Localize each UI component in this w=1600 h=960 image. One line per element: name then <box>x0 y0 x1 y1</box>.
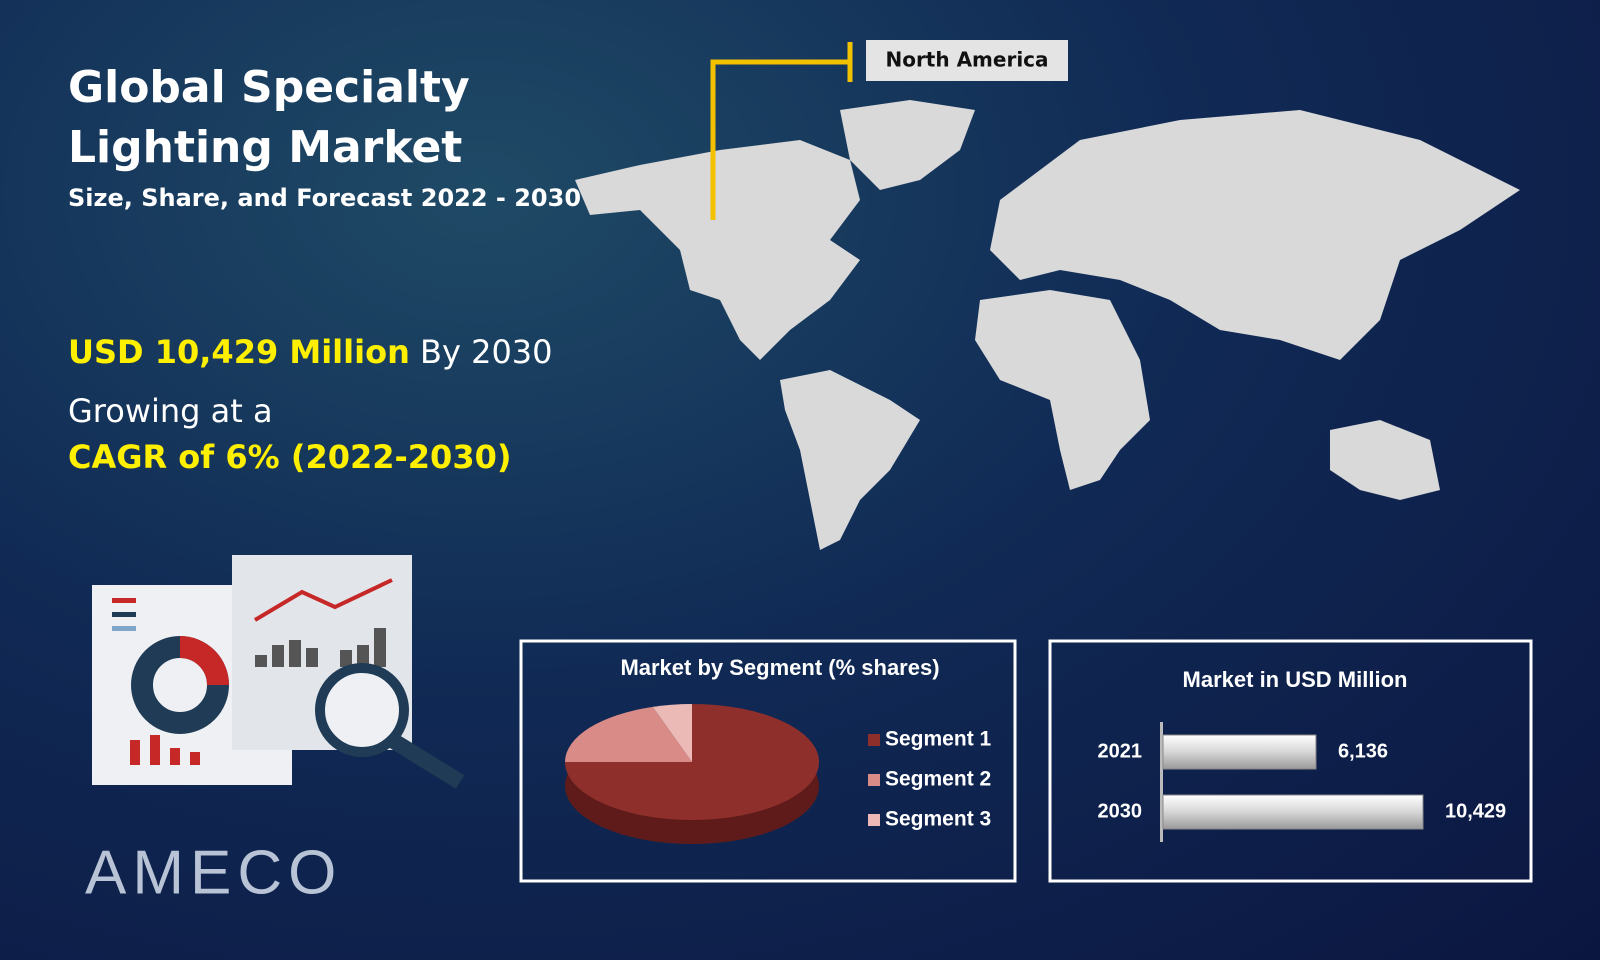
legend-swatch <box>868 774 880 786</box>
bar-frame <box>1048 639 1533 883</box>
bar-category: 2030 <box>1098 800 1143 822</box>
cagr: CAGR of 6% (2022-2030) <box>68 438 512 476</box>
legend-swatch <box>868 814 880 826</box>
pie-slice <box>565 706 692 762</box>
callout-label: North America <box>885 48 1048 72</box>
legend-label: Segment 1 <box>885 728 992 751</box>
bar-category: 2021 <box>1098 740 1143 762</box>
growth-intro: Growing at a <box>68 392 273 430</box>
bar-value: 6,136 <box>1338 740 1388 762</box>
value-line: USD 10,429 Million By 2030 <box>68 333 553 371</box>
pie-title: Market by Segment (% shares) <box>620 655 939 680</box>
bar <box>1162 734 1317 770</box>
report-illustration <box>92 555 465 789</box>
pie-slice <box>652 704 692 762</box>
callout-line <box>710 42 853 220</box>
callout-box <box>866 40 1068 81</box>
market-year: By 2030 <box>420 333 553 371</box>
legend-label: Segment 3 <box>885 808 991 831</box>
subtitle: Size, Share, and Forecast 2022 - 2030 <box>68 184 582 212</box>
bar-value: 10,429 <box>1445 800 1506 822</box>
bar <box>1162 794 1424 830</box>
world-map <box>575 100 1520 550</box>
title: Global Specialty Lighting Market <box>68 62 470 173</box>
pie-frame <box>519 639 1017 883</box>
legend-label: Segment 2 <box>885 768 991 791</box>
logo: AMECO <box>85 838 342 907</box>
market-value: USD 10,429 Million <box>68 333 410 371</box>
bar-title: Market in USD Million <box>1183 667 1408 692</box>
legend-swatch <box>868 734 880 746</box>
bar-axis <box>1160 722 1163 842</box>
